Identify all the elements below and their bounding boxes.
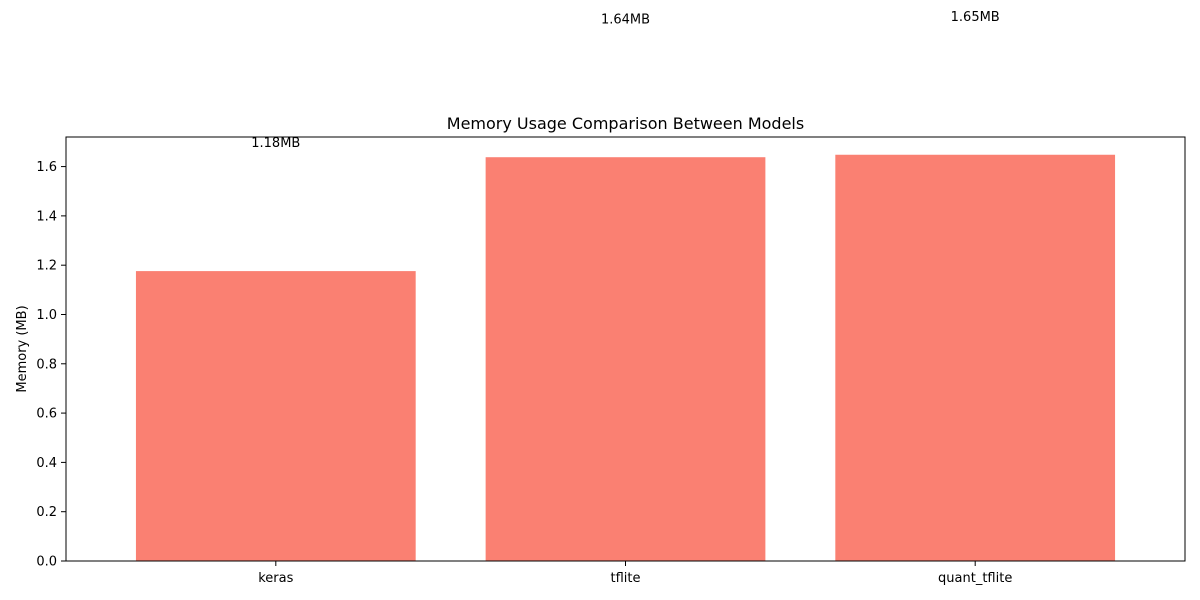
y-tick-label: 0.2 <box>36 505 57 520</box>
y-axis: 0.0 0.2 0.4 0.6 0.8 1.0 1.2 1.4 1.6 <box>36 160 66 570</box>
bar-quant_tflite <box>835 154 1116 561</box>
data-label-keras: 1.18MB <box>251 136 300 151</box>
x-axis: keras tflite quant_tflite <box>258 561 1012 586</box>
y-tick-label: 0.4 <box>36 456 57 471</box>
y-axis-label: Memory (MB) <box>15 305 30 392</box>
x-tick-label-quant_tflite: quant_tflite <box>938 571 1012 586</box>
y-tick-label: 1.4 <box>36 209 57 224</box>
bar-tflite <box>485 157 766 561</box>
data-label-quant_tflite: 1.65MB <box>951 10 1000 25</box>
bars-layer <box>135 154 1116 561</box>
y-tick-label: 0.6 <box>36 407 57 422</box>
x-tick-label-keras: keras <box>258 571 293 586</box>
y-tick-label: 0.8 <box>36 357 57 372</box>
data-labels: 1.18MB 1.64MB 1.65MB <box>251 10 999 151</box>
x-tick-label-tflite: tflite <box>611 571 641 586</box>
y-tick-label: 1.2 <box>36 259 57 274</box>
y-tick-label: 1.0 <box>36 308 57 323</box>
plot-frame <box>65 136 1186 562</box>
y-tick-label: 0.0 <box>36 555 57 570</box>
y-tick-label: 1.6 <box>36 160 57 175</box>
data-label-tflite: 1.64MB <box>601 13 650 28</box>
chart-title: Memory Usage Comparison Between Models <box>447 114 804 133</box>
bar-keras <box>135 271 416 561</box>
